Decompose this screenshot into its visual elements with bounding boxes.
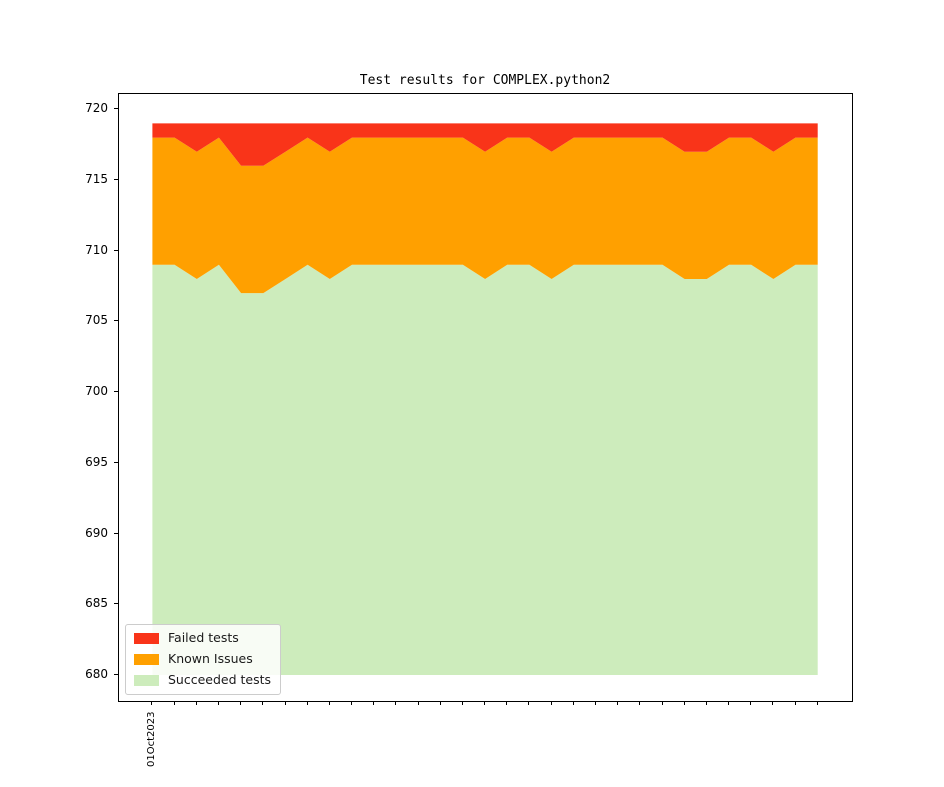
y-axis-tick-label: 680 bbox=[85, 667, 108, 681]
y-axis-tick-label: 700 bbox=[85, 384, 108, 399]
x-axis-tick bbox=[195, 701, 197, 705]
area-known-issues bbox=[152, 137, 818, 294]
y-axis-tick bbox=[114, 603, 118, 605]
x-axis-tick bbox=[506, 701, 508, 705]
y-axis-tick bbox=[114, 320, 118, 322]
legend: Failed tests Known Issues Succeeded tests bbox=[125, 624, 282, 695]
y-axis-tick bbox=[114, 108, 118, 110]
x-axis-tick bbox=[240, 701, 242, 705]
x-axis-tick bbox=[262, 701, 264, 705]
x-axis-tick bbox=[173, 701, 175, 705]
x-axis-tick bbox=[151, 701, 153, 705]
x-axis-tick bbox=[705, 701, 707, 705]
y-axis-tick bbox=[114, 391, 118, 393]
chart-title: Test results for COMPLEX.python2 bbox=[359, 73, 611, 88]
y-axis-tick bbox=[114, 179, 118, 180]
area-failed-tests bbox=[152, 123, 818, 166]
x-axis-tick bbox=[417, 701, 419, 705]
x-axis-tick bbox=[328, 701, 330, 705]
y-axis-tick-label: 690 bbox=[85, 525, 108, 540]
x-axis-tick bbox=[217, 701, 219, 705]
legend-item: Succeeded tests bbox=[134, 672, 271, 688]
y-axis-tick-label: 695 bbox=[85, 454, 108, 469]
legend-label: Known Issues bbox=[168, 651, 253, 666]
legend-swatch-failed-tests bbox=[134, 632, 159, 644]
legend-item: Failed tests bbox=[134, 630, 271, 646]
x-axis-tick bbox=[816, 701, 818, 705]
y-axis-tick-label: 715 bbox=[85, 172, 108, 186]
x-axis-tick bbox=[594, 701, 596, 705]
x-axis-tick bbox=[794, 701, 796, 705]
x-axis-tick bbox=[550, 701, 552, 705]
y-axis-tick-label: 710 bbox=[85, 242, 108, 257]
x-axis-tick bbox=[750, 701, 752, 705]
y-axis-tick-label: 720 bbox=[85, 101, 108, 116]
y-axis-tick-label: 705 bbox=[85, 313, 108, 328]
x-axis-tick bbox=[395, 701, 397, 705]
y-axis-tick bbox=[114, 249, 118, 251]
y-axis-tick-label: 685 bbox=[85, 596, 108, 611]
x-axis-tick bbox=[728, 701, 729, 705]
legend-swatch-succeeded-tests bbox=[134, 674, 159, 686]
x-axis-tick bbox=[484, 701, 486, 705]
legend-label: Succeeded tests bbox=[168, 672, 272, 687]
x-axis-tick bbox=[461, 701, 463, 705]
legend-label: Failed tests bbox=[168, 630, 239, 645]
x-axis-tick bbox=[772, 701, 774, 705]
x-axis-tick bbox=[373, 701, 375, 705]
legend-item: Known Issues bbox=[134, 651, 271, 667]
x-axis-tick bbox=[617, 701, 619, 705]
y-axis-tick bbox=[114, 532, 118, 534]
area-succeeded-tests bbox=[152, 264, 818, 675]
legend-swatch-known-issues bbox=[134, 653, 159, 665]
x-axis-tick bbox=[351, 701, 352, 705]
x-axis-tick bbox=[284, 701, 286, 705]
y-axis-tick bbox=[114, 674, 118, 675]
stacked-area-chart bbox=[152, 123, 818, 675]
x-axis-tick-label: 01Oct2023 bbox=[146, 711, 157, 767]
x-axis-tick bbox=[683, 701, 685, 705]
y-axis-tick bbox=[114, 461, 118, 463]
x-axis-tick bbox=[661, 701, 663, 705]
x-axis-tick bbox=[439, 701, 441, 705]
x-axis-tick bbox=[572, 701, 574, 705]
x-axis-tick bbox=[639, 701, 641, 705]
x-axis-tick bbox=[306, 701, 308, 705]
plot-area: Failed tests Known Issues Succeeded tests bbox=[118, 93, 853, 702]
x-axis-tick bbox=[528, 701, 530, 705]
